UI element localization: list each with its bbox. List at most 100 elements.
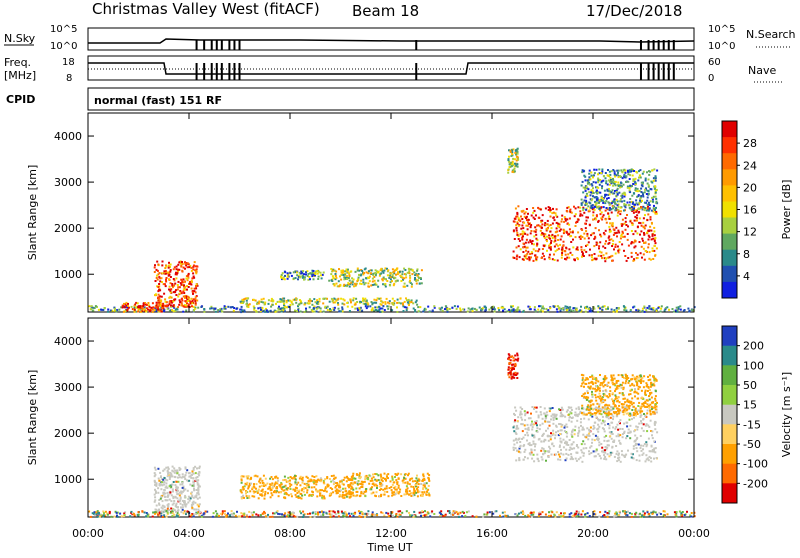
velocity-cell bbox=[642, 445, 644, 447]
velocity-cell bbox=[398, 487, 400, 489]
power-cell bbox=[190, 284, 192, 286]
power-cell bbox=[572, 246, 574, 248]
velocity-cell bbox=[279, 513, 281, 515]
power-cell bbox=[636, 220, 638, 222]
power-cell bbox=[584, 238, 586, 240]
velocity-cell bbox=[538, 515, 540, 517]
velocity-cell bbox=[553, 419, 555, 421]
power-cell bbox=[344, 274, 346, 276]
velocity-cell bbox=[520, 512, 522, 514]
power-cell bbox=[646, 193, 648, 195]
velocity-cell bbox=[513, 373, 515, 375]
power-cell bbox=[264, 303, 266, 305]
power-cell bbox=[156, 302, 158, 304]
power-cell bbox=[358, 307, 360, 309]
velocity-cell bbox=[293, 512, 295, 514]
power-cell bbox=[631, 195, 633, 197]
velocity-cell bbox=[533, 423, 535, 425]
power-cell bbox=[533, 243, 535, 245]
velocity-cell bbox=[173, 467, 175, 469]
power-cell bbox=[628, 245, 630, 247]
velocity-cell bbox=[647, 410, 649, 412]
velocity-cell bbox=[368, 474, 370, 476]
power-cell bbox=[638, 202, 640, 204]
power-cell bbox=[456, 308, 458, 310]
power-cell bbox=[362, 279, 364, 281]
nsearch-tick-top: 10^5 bbox=[708, 24, 735, 35]
power-cell bbox=[367, 303, 369, 305]
power-cell bbox=[614, 203, 616, 205]
power-cell bbox=[405, 297, 407, 299]
velocity-cell bbox=[536, 420, 538, 422]
power-cell bbox=[292, 303, 294, 305]
power-cell bbox=[163, 310, 165, 312]
velocity-cell bbox=[567, 444, 569, 446]
power-cell bbox=[183, 296, 185, 298]
power-cell bbox=[347, 306, 349, 308]
power-cell bbox=[606, 222, 608, 224]
velocity-cell bbox=[258, 497, 260, 499]
power-cell bbox=[521, 239, 523, 241]
nsearch-tick-bottom: 10^0 bbox=[708, 41, 735, 52]
power-cell bbox=[181, 292, 183, 294]
power-cell bbox=[581, 249, 583, 251]
power-cell bbox=[604, 305, 606, 307]
velocity-cell bbox=[557, 458, 559, 460]
power-cell bbox=[619, 200, 621, 202]
velocity-cell bbox=[241, 478, 243, 480]
velocity-cell bbox=[372, 483, 374, 485]
velocity-cell bbox=[592, 433, 594, 435]
power-cell bbox=[618, 308, 620, 310]
power-cell bbox=[572, 231, 574, 233]
power-cell bbox=[323, 272, 325, 274]
power-cell bbox=[577, 206, 579, 208]
power-cell bbox=[123, 303, 125, 305]
velocity-cell bbox=[598, 426, 600, 428]
power-cell bbox=[542, 310, 544, 312]
power-cell bbox=[159, 289, 161, 291]
power-cell bbox=[283, 300, 285, 302]
velocity-cell bbox=[121, 515, 123, 517]
power-cell bbox=[393, 271, 395, 273]
power-cell bbox=[561, 218, 563, 220]
velocity-cell bbox=[267, 492, 269, 494]
velocity-cell bbox=[584, 516, 586, 518]
power-cell bbox=[349, 310, 351, 312]
velocity-cell bbox=[629, 419, 631, 421]
velocity-cell bbox=[663, 510, 665, 512]
velocity-cell bbox=[272, 516, 274, 518]
velocity-cell bbox=[191, 474, 193, 476]
velocity-cell bbox=[172, 496, 174, 498]
power-cell bbox=[344, 299, 346, 301]
velocity-cell bbox=[524, 410, 526, 412]
power-cell bbox=[549, 238, 551, 240]
velocity-cell bbox=[270, 496, 272, 498]
velocity-cell bbox=[405, 473, 407, 475]
velocity-cell bbox=[576, 452, 578, 454]
velocity-cell bbox=[556, 418, 558, 420]
velocity-cell bbox=[410, 486, 412, 488]
power-cell bbox=[572, 307, 574, 309]
power-cell bbox=[408, 270, 410, 272]
velocity-cell bbox=[303, 491, 305, 493]
power-colorbar-swatch bbox=[722, 121, 737, 138]
velocity-cell bbox=[172, 488, 174, 490]
velocity-cell bbox=[352, 495, 354, 497]
power-cell bbox=[394, 300, 396, 302]
velocity-cell bbox=[359, 487, 361, 489]
velocity-cell bbox=[457, 513, 459, 515]
velocity-cell bbox=[527, 424, 529, 426]
power-cell bbox=[362, 281, 364, 283]
power-cell bbox=[550, 240, 552, 242]
power-cell bbox=[657, 307, 659, 309]
power-cell bbox=[652, 250, 654, 252]
velocity-cell bbox=[399, 491, 401, 493]
velocity-cell bbox=[179, 484, 181, 486]
power-cell bbox=[175, 273, 177, 275]
velocity-cell bbox=[395, 493, 397, 495]
power-cell bbox=[590, 194, 592, 196]
power-cell bbox=[514, 168, 516, 170]
power-cell bbox=[518, 225, 520, 227]
velocity-cell bbox=[159, 515, 161, 517]
velocity-cell bbox=[645, 425, 647, 427]
